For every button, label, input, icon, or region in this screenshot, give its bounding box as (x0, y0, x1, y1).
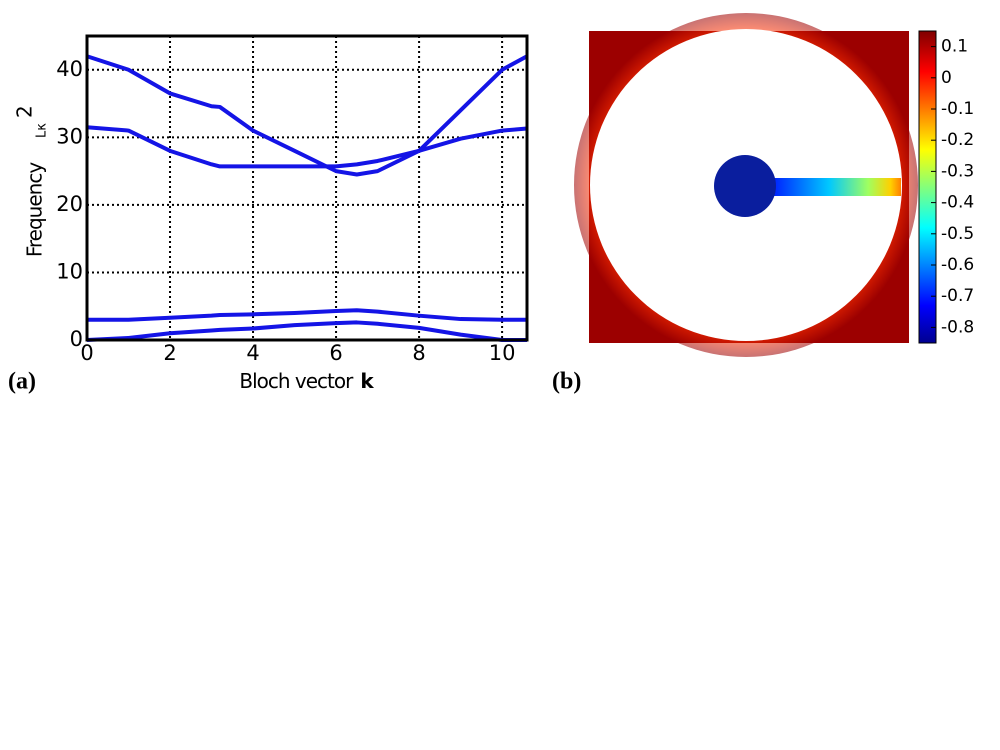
y-axis-label-sub: Lκ (35, 123, 50, 138)
panel-label: (b) (552, 369, 581, 395)
x-tick-label: 8 (412, 341, 425, 365)
y-tick-label: 30 (56, 124, 83, 148)
curve (86, 320, 527, 342)
y-tick-label: 20 (56, 192, 83, 216)
x-axis-label-text: Bloch vector (239, 369, 354, 393)
axes-box (85, 34, 529, 342)
y-tick-label: 0 (70, 327, 83, 351)
curve (86, 125, 528, 169)
colorbar-tick-label: 0 (941, 68, 952, 88)
x-tick-label: 2 (163, 341, 176, 365)
x-axis-label: Bloch vector k (239, 369, 374, 393)
y-tick-label: 10 (56, 259, 83, 283)
y-axis-label-text: Frequency (23, 162, 47, 257)
resonator (714, 155, 776, 217)
x-axis-label-bold: k (360, 369, 374, 393)
colorbar-tick-label: -0.6 (941, 255, 974, 275)
curve (86, 54, 528, 177)
x-tick-label: 6 (329, 341, 342, 365)
colorbar-tick-label: -0.8 (941, 317, 974, 337)
x-tick-label: 4 (246, 341, 259, 365)
x-tick-label: 10 (489, 341, 516, 365)
curve (87, 308, 527, 322)
x-tick-label: 0 (80, 341, 93, 365)
colorbar-tick-label: -0.1 (941, 99, 974, 119)
colorbar-tick-label: -0.3 (941, 161, 974, 181)
field-plot (574, 13, 918, 357)
colorbar-tick-label: -0.2 (941, 130, 974, 150)
y-tick-label: 40 (56, 57, 83, 81)
panel-label: (a) (8, 369, 36, 395)
colorbar-tick-label: -0.5 (941, 224, 974, 244)
colorbar-tick-label: -0.4 (941, 193, 974, 213)
colorbar-tick-label: 0.1 (941, 37, 968, 57)
y-axis-label: Frequency Lκ 2 (13, 105, 50, 257)
y-axis-label-sup: 2 (13, 105, 37, 118)
stub (770, 178, 901, 196)
colorbar-tick-label: -0.7 (941, 286, 974, 306)
